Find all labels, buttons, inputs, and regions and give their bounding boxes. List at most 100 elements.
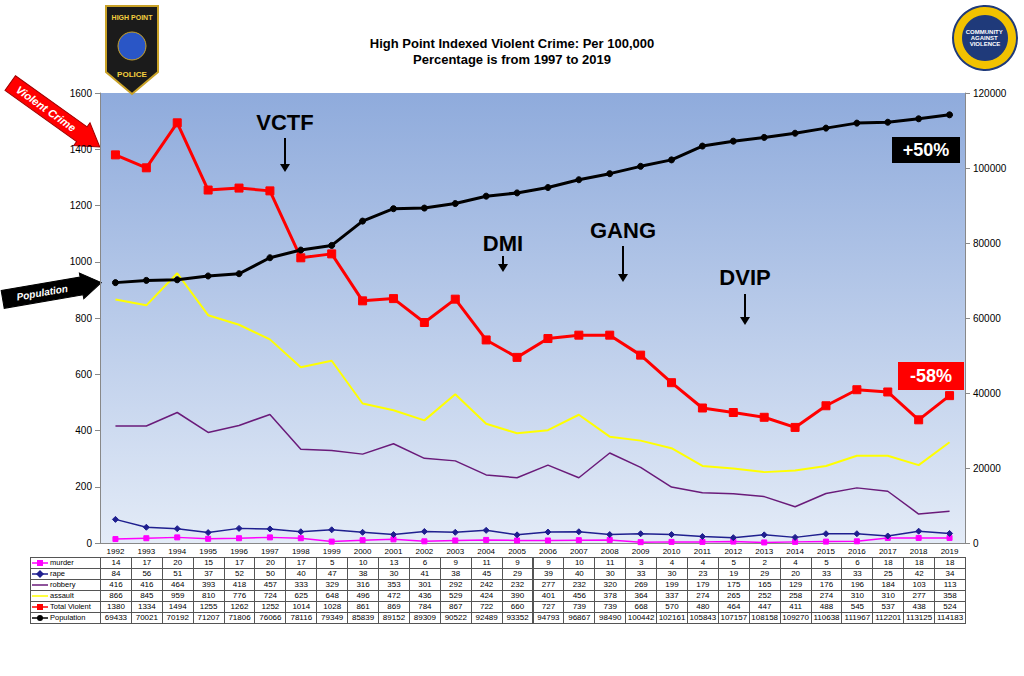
svg-text:600: 600 bbox=[75, 369, 92, 380]
html-text:30: 30 bbox=[389, 569, 399, 578]
svg-text:2002: 2002 bbox=[415, 547, 433, 556]
svg-text:1400: 1400 bbox=[70, 144, 93, 155]
html-text:17: 17 bbox=[296, 558, 306, 567]
html-text:10: 10 bbox=[358, 558, 368, 567]
html-text:rape: rape bbox=[50, 569, 65, 578]
svg-text:2013: 2013 bbox=[755, 547, 773, 556]
svg-text:2001: 2001 bbox=[385, 547, 403, 556]
html-text:51: 51 bbox=[173, 569, 183, 578]
svg-text:2008: 2008 bbox=[601, 547, 619, 556]
svg-text:2017: 2017 bbox=[879, 547, 897, 556]
html-text:11: 11 bbox=[606, 558, 615, 567]
svg-text:20000: 20000 bbox=[973, 463, 1001, 474]
html-text:33: 33 bbox=[636, 569, 646, 578]
svg-text:2009: 2009 bbox=[632, 547, 650, 556]
svg-text:1996: 1996 bbox=[230, 547, 248, 556]
html-text:18: 18 bbox=[945, 558, 955, 567]
svg-text:120000: 120000 bbox=[973, 88, 1007, 99]
html-text:45: 45 bbox=[482, 569, 492, 578]
svg-text:0: 0 bbox=[86, 538, 92, 549]
svg-text:2011: 2011 bbox=[694, 547, 712, 556]
svg-text:1997: 1997 bbox=[261, 547, 279, 556]
html-text:84: 84 bbox=[111, 569, 121, 578]
svg-text:GANG: GANG bbox=[590, 218, 656, 243]
svg-text:1995: 1995 bbox=[199, 547, 217, 556]
html-text:39: 39 bbox=[544, 569, 553, 578]
svg-text:200: 200 bbox=[75, 481, 92, 492]
svg-text:High Point Indexed Violent Cri: High Point Indexed Violent Crime: Per 10… bbox=[370, 36, 654, 51]
svg-text:2010: 2010 bbox=[663, 547, 681, 556]
html-text:18: 18 bbox=[914, 558, 924, 567]
html-text:15: 15 bbox=[204, 558, 214, 567]
svg-text:800: 800 bbox=[75, 313, 92, 324]
html-text:25: 25 bbox=[883, 569, 893, 578]
svg-text:2005: 2005 bbox=[508, 547, 526, 556]
svg-text:-58%: -58% bbox=[910, 366, 952, 386]
svg-text:2012: 2012 bbox=[724, 547, 742, 556]
svg-text:2014: 2014 bbox=[786, 547, 804, 556]
svg-text:100000: 100000 bbox=[973, 163, 1007, 174]
html-text:29: 29 bbox=[513, 569, 522, 578]
html-text:10: 10 bbox=[574, 558, 584, 567]
html-text:20: 20 bbox=[173, 558, 183, 567]
svg-text:2006: 2006 bbox=[539, 547, 557, 556]
html-text:38: 38 bbox=[451, 569, 461, 578]
html-text:20: 20 bbox=[791, 569, 800, 578]
html-text:20: 20 bbox=[265, 558, 275, 567]
svg-text:0: 0 bbox=[973, 538, 979, 549]
svg-text:2000: 2000 bbox=[354, 547, 372, 556]
svg-text:2015: 2015 bbox=[817, 547, 835, 556]
svg-text:POLICE: POLICE bbox=[117, 70, 147, 79]
svg-text:VCTF: VCTF bbox=[256, 110, 313, 135]
svg-text:1200: 1200 bbox=[70, 200, 93, 211]
html-text:19: 19 bbox=[729, 569, 739, 578]
html-text:38: 38 bbox=[358, 569, 368, 578]
html-text:29: 29 bbox=[760, 569, 770, 578]
html-text:33: 33 bbox=[852, 569, 862, 578]
svg-text:60000: 60000 bbox=[973, 313, 1001, 324]
html-text:56: 56 bbox=[142, 569, 152, 578]
svg-text:Violent Crime: Violent Crime bbox=[14, 83, 78, 134]
html-text:47: 47 bbox=[327, 569, 337, 578]
svg-text:1998: 1998 bbox=[292, 547, 310, 556]
svg-text:80000: 80000 bbox=[973, 238, 1001, 249]
html-text:23: 23 bbox=[698, 569, 708, 578]
svg-text:2016: 2016 bbox=[848, 547, 866, 556]
svg-text:2004: 2004 bbox=[477, 547, 495, 556]
svg-text:Percentage is from 1997 to 201: Percentage is from 1997 to 2019 bbox=[413, 52, 611, 67]
html-text:33: 33 bbox=[822, 569, 831, 578]
svg-text:HIGH POINT: HIGH POINT bbox=[112, 14, 154, 21]
svg-text:2003: 2003 bbox=[446, 547, 464, 556]
html-text:murder: murder bbox=[50, 558, 74, 567]
svg-text:Population: Population bbox=[16, 283, 69, 303]
svg-text:DVIP: DVIP bbox=[719, 265, 770, 290]
svg-text:1999: 1999 bbox=[323, 547, 341, 556]
svg-text:2018: 2018 bbox=[910, 547, 928, 556]
svg-text:DMI: DMI bbox=[483, 231, 523, 256]
svg-text:1993: 1993 bbox=[137, 547, 155, 556]
html-text:50: 50 bbox=[265, 569, 275, 578]
html-text:17: 17 bbox=[142, 558, 152, 567]
html-text:11: 11 bbox=[482, 558, 491, 567]
svg-text:1000: 1000 bbox=[70, 256, 93, 267]
html-text:40: 40 bbox=[574, 569, 584, 578]
html-text:13: 13 bbox=[389, 558, 399, 567]
html-text:41: 41 bbox=[420, 569, 430, 578]
html-text:18: 18 bbox=[883, 558, 893, 567]
svg-text:VIOLENCE: VIOLENCE bbox=[970, 41, 1001, 47]
svg-text:400: 400 bbox=[75, 425, 92, 436]
html-text:30: 30 bbox=[605, 569, 615, 578]
svg-text:2019: 2019 bbox=[941, 547, 959, 556]
svg-text:1992: 1992 bbox=[107, 547, 125, 556]
html-text:14: 14 bbox=[111, 558, 121, 567]
svg-text:2007: 2007 bbox=[570, 547, 588, 556]
html-text:52: 52 bbox=[235, 569, 244, 578]
svg-text:40000: 40000 bbox=[973, 388, 1001, 399]
html-text:17: 17 bbox=[235, 558, 244, 567]
svg-text:+50%: +50% bbox=[903, 140, 950, 160]
svg-text:1600: 1600 bbox=[70, 88, 93, 99]
html-text:30: 30 bbox=[667, 569, 677, 578]
html-text:40: 40 bbox=[296, 569, 306, 578]
svg-text:1994: 1994 bbox=[168, 547, 186, 556]
html-text:37: 37 bbox=[204, 569, 214, 578]
